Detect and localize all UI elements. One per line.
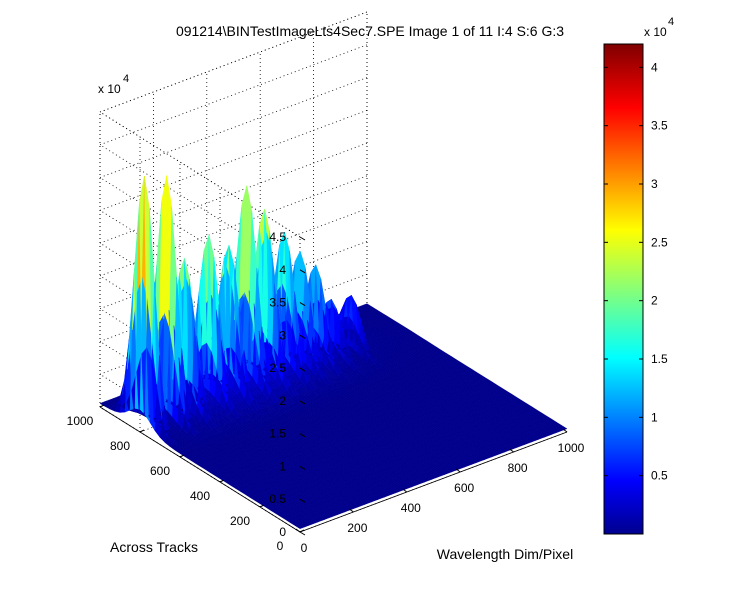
z-tick-label: 4.5 <box>269 230 286 244</box>
axis-line <box>99 111 301 238</box>
x-tick-label: 200 <box>347 521 367 535</box>
colorbar-tick-label: 2.5 <box>651 235 668 249</box>
x-tick-label: 600 <box>454 481 474 495</box>
z-tick-label: 3 <box>279 328 286 342</box>
chart-title: 091214\BINTestImageLts4Sec7.SPE Image 1 … <box>176 23 564 39</box>
y-tick-mark <box>219 479 225 483</box>
colorbar-tick-label: 2 <box>651 294 658 308</box>
colorbar-ticks: 0.5 1 1.5 2 2.5 3 3.5 4 <box>604 60 668 483</box>
colorbar-tick-label: 4 <box>651 60 658 74</box>
axis-ticks: 0 200 400 600 800 1000 0 200 400 600 800 1000 0 0.5 1 1… <box>67 230 585 555</box>
colorbar-tick-label: 1.5 <box>651 352 668 366</box>
x-tick-mark <box>455 468 461 473</box>
z-tick-label: 4 <box>279 263 286 277</box>
z-tick-label: 0.5 <box>269 492 286 506</box>
colorbar-tick-label: 1 <box>651 410 658 424</box>
y-tick-mark <box>299 529 305 533</box>
y-tick-mark <box>99 404 105 408</box>
z-tick-mark <box>299 367 306 372</box>
z-tick-label: 1.5 <box>269 427 286 441</box>
z-tick-label: 3.5 <box>269 296 286 310</box>
z-tick-label: 2 <box>279 394 286 408</box>
grid-line <box>99 177 301 303</box>
axes-3d: 0 200 400 600 800 1000 0 200 400 600 800 1000 0 0.5 1 1… <box>67 11 585 555</box>
y-tick-label: 600 <box>150 464 170 478</box>
grid-line <box>99 242 301 369</box>
surface-plot <box>99 175 568 529</box>
y-tick-label: 1000 <box>67 414 94 428</box>
colorbar-tick-label: 3 <box>651 177 658 191</box>
z-tick-mark <box>299 400 306 405</box>
z-multiplier: x 10 4 <box>98 73 129 96</box>
colorbar-tick-label: 0.5 <box>651 469 668 483</box>
x-tick-mark <box>349 508 354 513</box>
z-multiplier-exponent: 4 <box>123 73 129 85</box>
x-tick-label: 0 <box>301 541 308 555</box>
z-tick-mark <box>299 302 306 306</box>
z-tick-mark <box>299 269 306 274</box>
z-tick-mark <box>299 498 306 503</box>
x-tick-mark <box>295 528 301 533</box>
x-tick-label: 800 <box>508 461 528 475</box>
z-tick-mark <box>299 433 306 438</box>
z-tick-mark <box>299 531 306 536</box>
surface-patch <box>559 425 568 430</box>
x-tick-mark <box>402 488 408 493</box>
colorbar-gradient <box>603 43 644 535</box>
y-tick-label: 400 <box>190 489 210 503</box>
x-tick-mark <box>562 428 568 433</box>
z-multiplier-label: x 10 <box>98 82 121 96</box>
z-tick-mark <box>299 466 306 470</box>
x-tick-mark <box>509 448 514 453</box>
grid-line <box>99 144 301 271</box>
y-tick-mark <box>139 429 145 433</box>
z-tick-label: 0 <box>279 525 286 539</box>
z-tick-mark <box>299 236 306 241</box>
x-tick-label: 400 <box>401 501 421 515</box>
colorbar-multiplier-exponent: 4 <box>668 16 674 28</box>
axis-line <box>299 431 568 533</box>
grid-line <box>99 77 368 178</box>
colorbar-tick-label: 3.5 <box>651 119 668 133</box>
x-tick-label: 1000 <box>558 441 585 455</box>
y-tick-label: 800 <box>110 439 130 453</box>
z-tick-label: 1 <box>279 459 286 473</box>
colorbar: 0.5 1 1.5 2 2.5 3 3.5 4 x 10 4 <box>603 16 674 535</box>
y-tick-label: 0 <box>277 539 284 553</box>
x-axis-label: Wavelength Dim/Pixel <box>437 546 573 562</box>
y-tick-mark <box>179 454 185 458</box>
y-tick-mark <box>259 504 265 508</box>
grid-line <box>99 209 301 336</box>
colorbar-multiplier-label: x 10 <box>644 25 667 39</box>
y-tick-label: 200 <box>230 514 250 528</box>
z-tick-label: 2.5 <box>269 361 286 375</box>
axis-line <box>99 406 301 533</box>
grid-line <box>99 44 368 146</box>
y-axis-label: Across Tracks <box>110 539 198 555</box>
z-tick-mark <box>299 334 306 339</box>
